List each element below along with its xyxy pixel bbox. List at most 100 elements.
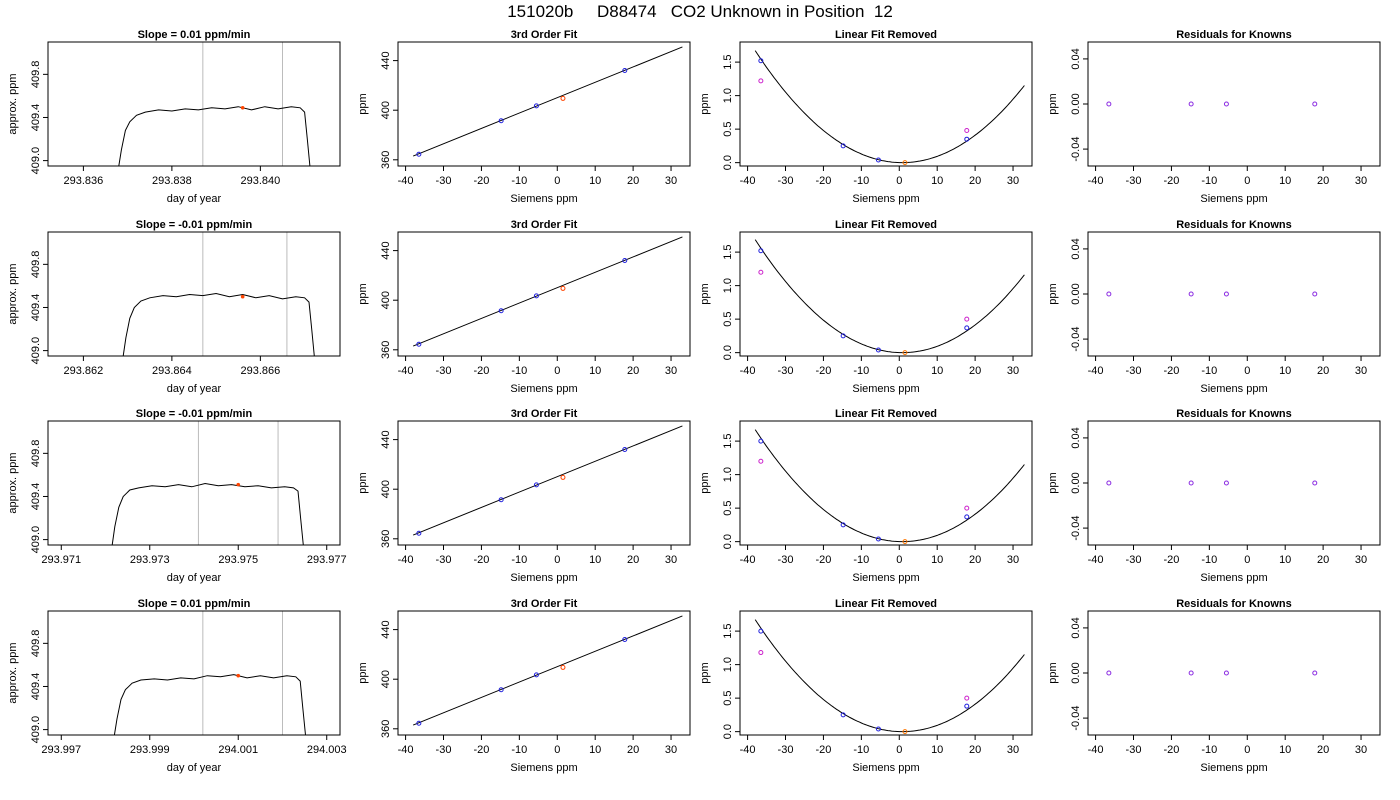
x-tick-label: 30 — [1007, 554, 1019, 566]
residual-point — [1223, 480, 1229, 486]
panel-title: Residuals for Knowns — [1176, 408, 1292, 420]
x-axis-label: Siemens ppm — [1200, 383, 1267, 395]
x-tick-label: -10 — [1201, 744, 1217, 756]
plot-frame — [47, 41, 341, 167]
residual-point — [1188, 101, 1194, 107]
x-tick-label: -20 — [1163, 175, 1179, 187]
panel-3-1: Slope = -0.01 ppm/min 293.971 293.973 293.9… — [7, 408, 347, 584]
y-tick-label: -0.04 — [1070, 516, 1082, 541]
x-tick-label: 0 — [896, 744, 902, 756]
y-axis-label: approx. ppm — [7, 263, 19, 324]
y-axis-label: ppm — [357, 662, 369, 683]
residual-point — [1312, 670, 1318, 676]
y-tick-label: 0.04 — [1070, 48, 1082, 69]
x-tick-label: 30 — [1355, 744, 1367, 756]
x-tick-label: 10 — [931, 365, 943, 377]
y-tick-label: 409.0 — [30, 147, 42, 175]
known-point — [840, 333, 846, 339]
y-tick-label: 400 — [380, 291, 392, 309]
original-point — [964, 316, 970, 322]
residual-point — [1106, 670, 1112, 676]
y-tick-label: 1.5 — [722, 244, 734, 259]
unknown-marker — [240, 294, 245, 299]
known-point — [840, 522, 846, 528]
x-tick-label: 20 — [627, 744, 639, 756]
x-tick-label: 30 — [665, 175, 677, 187]
x-tick-label: -10 — [853, 554, 869, 566]
y-tick-label: 0.5 — [722, 121, 734, 136]
x-tick-label: 10 — [931, 554, 943, 566]
x-tick-label: -30 — [778, 365, 794, 377]
known-point — [964, 514, 970, 520]
known-point — [758, 628, 764, 634]
x-tick-label: 10 — [1279, 744, 1291, 756]
residual-point — [1106, 480, 1112, 486]
x-tick-label: 0 — [554, 175, 560, 187]
x-tick-label: 20 — [1317, 744, 1329, 756]
fit-curve — [754, 429, 1025, 543]
residual-point — [1312, 480, 1318, 486]
known-point — [622, 68, 628, 74]
x-tick-label: 10 — [589, 744, 601, 756]
x-tick-label: -40 — [1088, 175, 1104, 187]
x-tick-label: -10 — [853, 744, 869, 756]
panel-4-1: Slope = 0.01 ppm/min 293.997 293.999 294.00… — [7, 598, 347, 774]
known-point — [622, 258, 628, 264]
panel-2-4: Residuals for Knowns -40 -30 -20 -10 0 10 20 30 -… — [1047, 219, 1381, 395]
fit-line — [412, 236, 683, 347]
x-axis-label: Siemens ppm — [1200, 193, 1267, 205]
x-tick-label: 293.999 — [130, 744, 170, 756]
x-axis-label: Siemens ppm — [852, 572, 919, 584]
x-tick-label: 293.840 — [240, 175, 280, 187]
x-tick-label: -10 — [511, 744, 527, 756]
x-tick-label: 0 — [896, 175, 902, 187]
original-point — [964, 695, 970, 701]
x-tick-label: 20 — [1317, 175, 1329, 187]
panel-title: Slope = -0.01 ppm/min — [136, 408, 253, 420]
x-tick-label: 293.836 — [64, 175, 104, 187]
known-point — [533, 482, 539, 488]
y-tick-label: 409.8 — [30, 630, 42, 658]
x-tick-label: -40 — [740, 175, 756, 187]
y-tick-label: 409.4 — [30, 673, 42, 701]
y-tick-label: -0.04 — [1070, 706, 1082, 731]
x-axis-label: Siemens ppm — [1200, 762, 1267, 774]
x-tick-label: -20 — [815, 175, 831, 187]
plot-frame — [397, 41, 691, 167]
panel-4-2: 3rd Order Fit -40 -30 -20 -10 0 10 20 30 360 400 44… — [357, 598, 691, 774]
y-tick-label: -0.04 — [1070, 137, 1082, 162]
original-point — [964, 505, 970, 511]
x-axis-label: day of year — [167, 762, 222, 774]
y-tick-label: 409.0 — [30, 526, 42, 554]
y-tick-label: 0.5 — [722, 311, 734, 326]
x-tick-label: 20 — [627, 175, 639, 187]
fit-curve — [754, 239, 1025, 354]
y-axis-label: ppm — [1047, 93, 1059, 114]
known-point — [964, 325, 970, 331]
known-point — [533, 672, 539, 678]
known-point — [758, 248, 764, 254]
x-tick-label: 10 — [589, 175, 601, 187]
known-point — [840, 143, 846, 149]
panel-title: Residuals for Knowns — [1176, 29, 1292, 41]
x-tick-label: 10 — [1279, 554, 1291, 566]
y-tick-label: 440 — [380, 430, 392, 448]
y-tick-label: 1.0 — [722, 657, 734, 672]
plot-frame — [397, 231, 691, 357]
x-tick-label: -10 — [511, 175, 527, 187]
unknown-point — [560, 95, 566, 101]
x-tick-label: 293.971 — [41, 554, 81, 566]
x-tick-label: -30 — [778, 744, 794, 756]
x-tick-label: -30 — [1126, 365, 1142, 377]
known-point — [875, 536, 881, 542]
y-tick-label: 0.0 — [722, 534, 734, 549]
x-tick-label: 0 — [554, 365, 560, 377]
original-point — [758, 458, 764, 464]
x-axis-label: Siemens ppm — [852, 193, 919, 205]
panel-title: Slope = 0.01 ppm/min — [138, 598, 251, 610]
x-tick-label: -30 — [1126, 744, 1142, 756]
x-tick-label: -40 — [740, 365, 756, 377]
x-tick-label: 294.003 — [307, 744, 347, 756]
x-tick-label: -30 — [436, 554, 452, 566]
x-tick-label: -30 — [436, 744, 452, 756]
